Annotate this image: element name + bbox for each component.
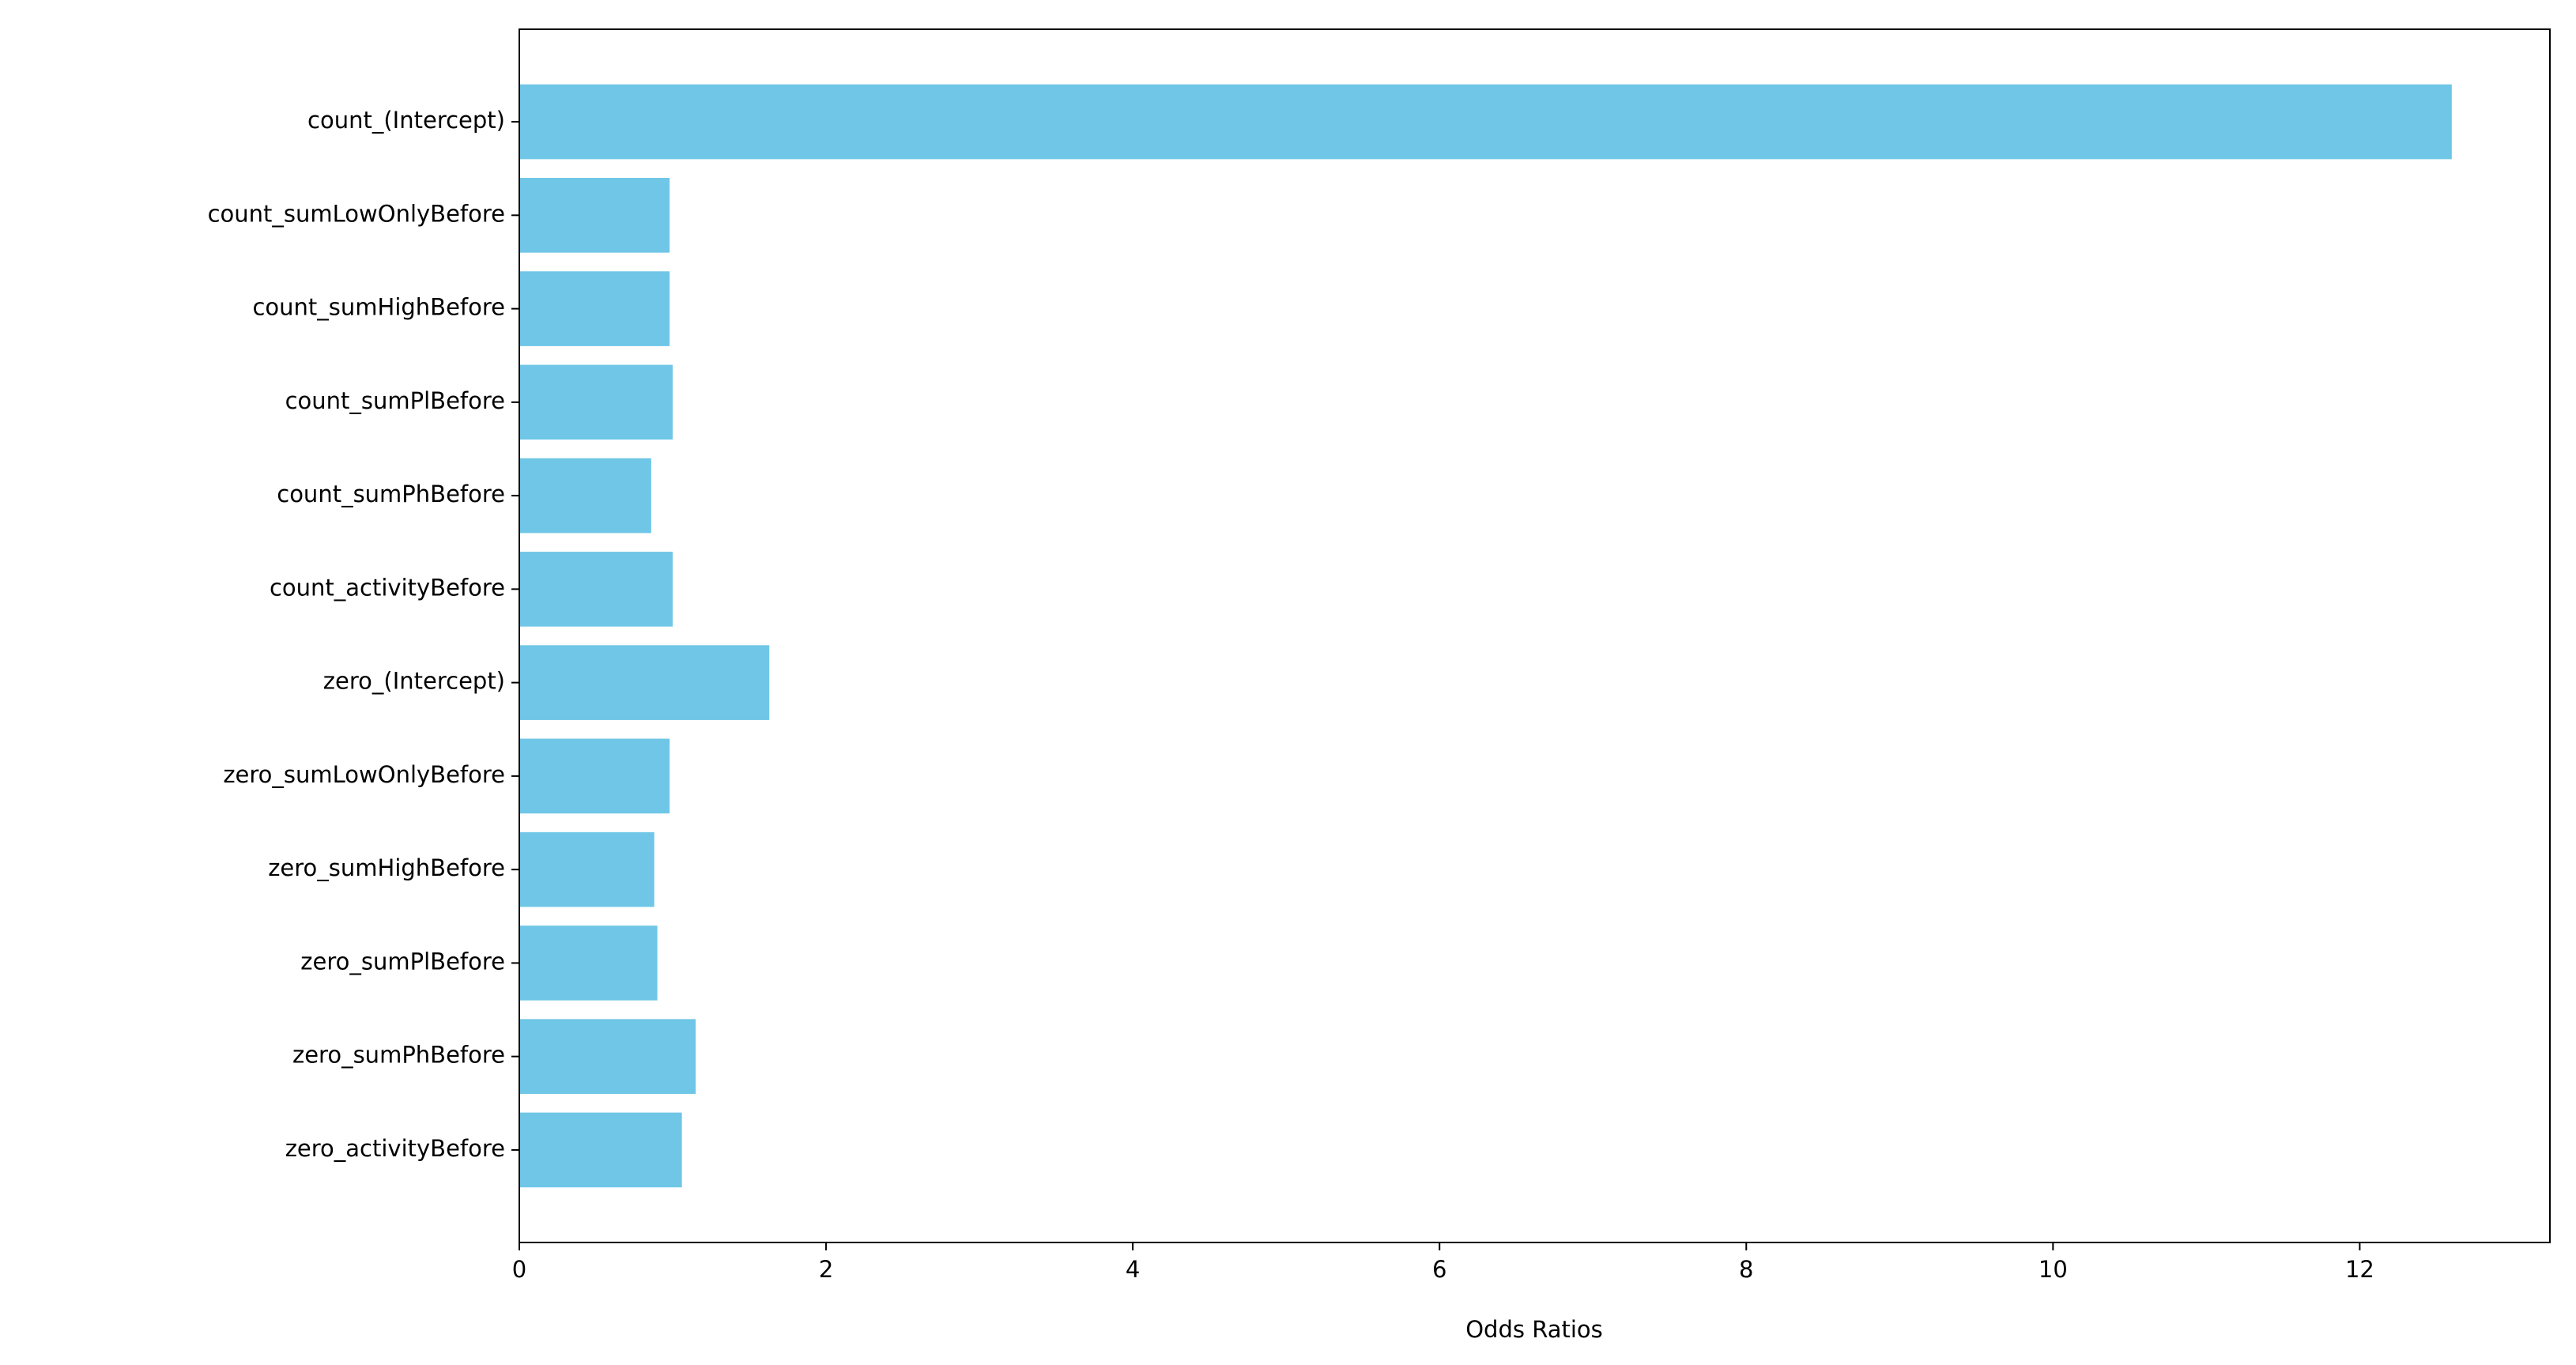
- bar: [519, 1019, 696, 1094]
- x-tick-label: 4: [1126, 1256, 1140, 1283]
- y-tick-label: count_(Intercept): [307, 107, 505, 134]
- bar: [519, 926, 658, 1001]
- y-tick-label: count_sumHighBefore: [252, 294, 505, 321]
- bar: [519, 458, 651, 534]
- bar: [519, 271, 670, 346]
- x-tick-label: 2: [819, 1256, 833, 1283]
- x-tick-label: 10: [2039, 1256, 2068, 1283]
- y-tick-label: zero_sumPlBefore: [300, 948, 505, 975]
- bar: [519, 738, 670, 814]
- x-tick-label: 12: [2345, 1256, 2374, 1283]
- bar: [519, 178, 670, 253]
- y-tick-label: count_sumPhBefore: [277, 481, 505, 507]
- y-tick-label: count_sumLowOnlyBefore: [208, 200, 505, 227]
- bar: [519, 84, 2452, 160]
- x-axis-label: Odds Ratios: [1465, 1316, 1603, 1343]
- bar: [519, 645, 770, 720]
- y-tick-label: zero_sumPhBefore: [292, 1042, 505, 1069]
- y-tick-label: zero_activityBefore: [285, 1135, 505, 1162]
- y-tick-label: zero_sumLowOnlyBefore: [223, 761, 505, 788]
- y-tick-label: zero_(Intercept): [323, 668, 505, 695]
- plot-frame: [519, 28, 2551, 1243]
- y-tick-label: zero_sumHighBefore: [268, 854, 505, 881]
- x-tick-label: 8: [1739, 1256, 1753, 1283]
- bar: [519, 1112, 682, 1188]
- x-tick-label: 6: [1432, 1256, 1446, 1283]
- bar: [519, 831, 654, 907]
- y-tick-label: count_activityBefore: [270, 574, 505, 601]
- y-tick-label: count_sumPlBefore: [285, 387, 505, 414]
- bar: [519, 552, 673, 627]
- bar: [519, 364, 673, 440]
- x-tick-label: 0: [512, 1256, 526, 1283]
